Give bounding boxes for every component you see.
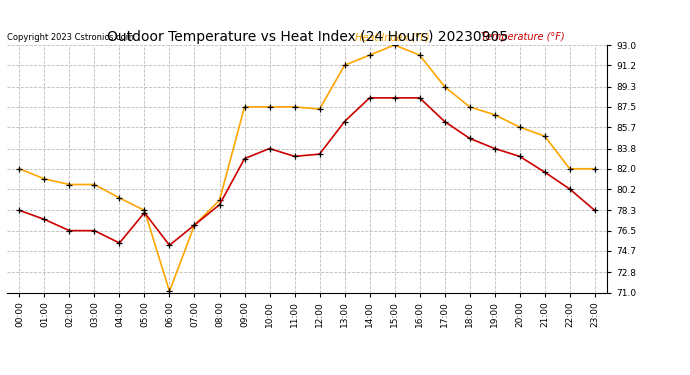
Text: Temperature (°F): Temperature (°F) <box>481 32 564 42</box>
Text: Heat Index (°F): Heat Index (°F) <box>355 32 430 42</box>
Text: Copyright 2023 Cstronics.com: Copyright 2023 Cstronics.com <box>7 33 134 42</box>
Title: Outdoor Temperature vs Heat Index (24 Hours) 20230905: Outdoor Temperature vs Heat Index (24 Ho… <box>106 30 508 44</box>
